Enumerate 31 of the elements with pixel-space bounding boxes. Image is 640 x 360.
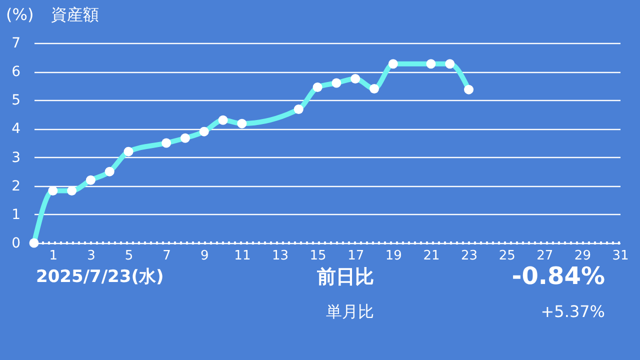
y-tick-label: 6: [12, 64, 21, 80]
y-tick-label: 5: [12, 92, 20, 109]
x-tick-label: 11: [234, 248, 251, 264]
chart-title: 資産額: [51, 5, 99, 24]
text: 前日比: [316, 266, 374, 288]
x-tick-label: 7: [162, 248, 171, 264]
x-tick-label: 15: [310, 248, 326, 264]
x-tick-label: 29: [574, 248, 591, 264]
y-tick-label: 0: [12, 236, 20, 252]
x-tick-label: 23: [461, 248, 478, 264]
x-tick-label: 17: [348, 248, 364, 264]
x-tick-label: 27: [536, 248, 554, 264]
x-tick-label: 1: [49, 248, 58, 264]
y-axis-title: (%): [6, 5, 34, 24]
text: 2025/7/23(水): [36, 267, 164, 287]
y-tick-label: 4: [12, 121, 21, 138]
x-tick-label: 5: [124, 248, 134, 264]
y-tick-label: 1: [12, 206, 20, 223]
x-tick-label: 3: [87, 248, 96, 264]
x-tick-label: 25: [498, 248, 516, 264]
text: 単月比: [326, 302, 374, 321]
text: -0.84%: [512, 262, 605, 290]
y-tick-label: 3: [12, 150, 20, 166]
x-tick-label: 19: [385, 248, 402, 264]
x-tick-label: 21: [423, 248, 440, 264]
y-tick-label: 2: [12, 178, 20, 194]
text: +5.37%: [540, 302, 605, 321]
x-tick-label: 31: [612, 248, 629, 264]
x-tick-label: 13: [272, 248, 289, 264]
x-tick-label: 9: [200, 248, 209, 264]
y-tick-label: 7: [12, 36, 20, 52]
